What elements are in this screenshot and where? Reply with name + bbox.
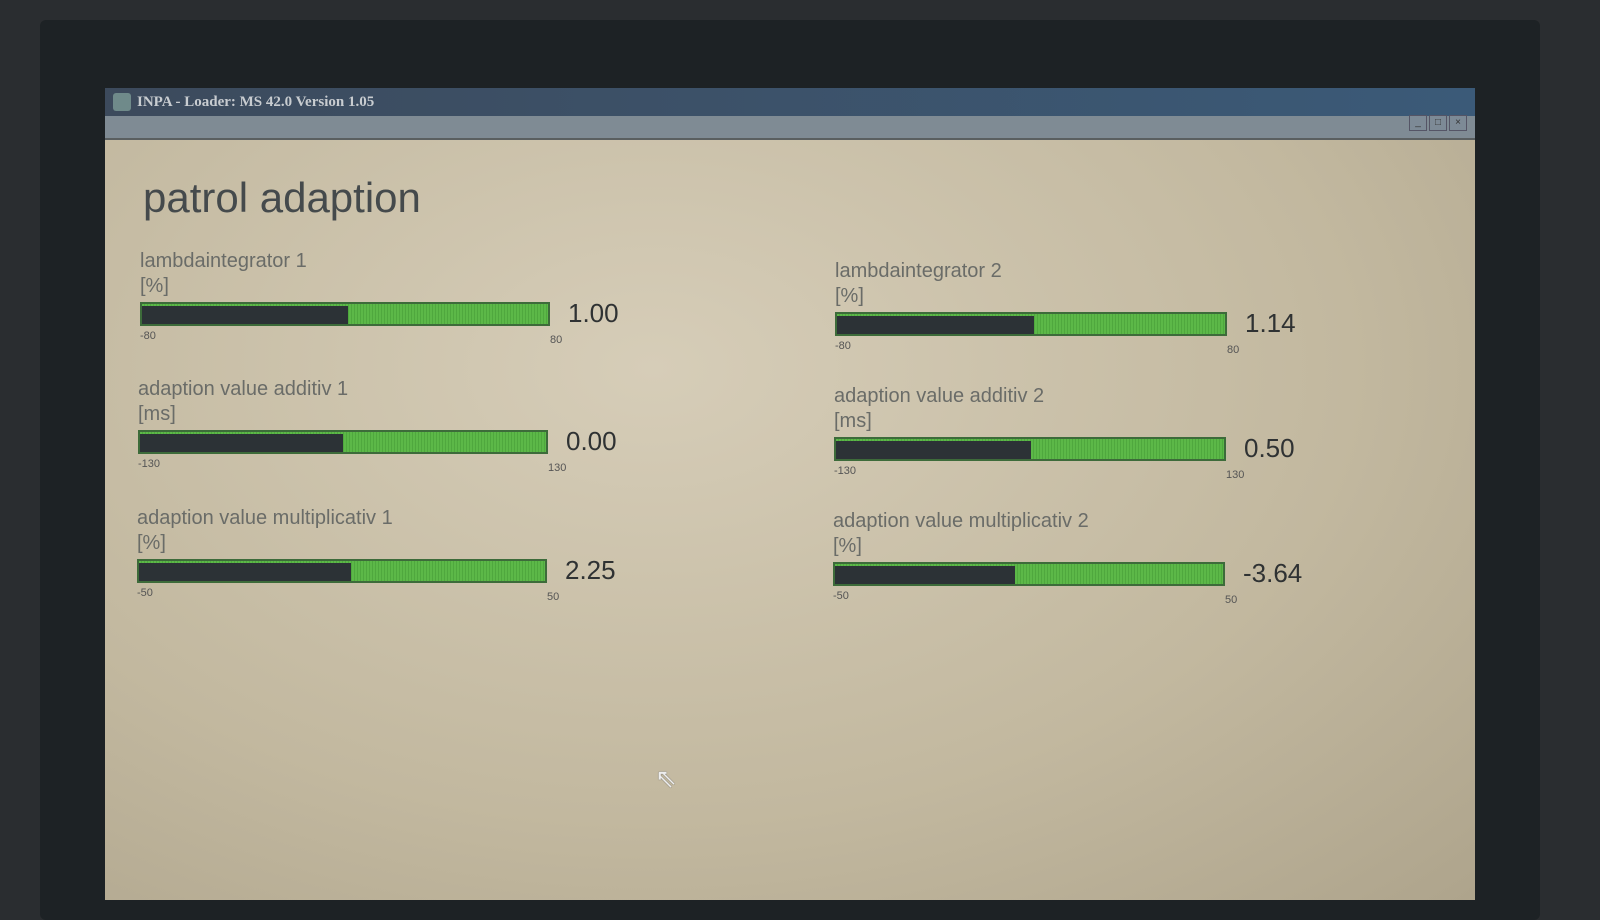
maximize-button[interactable]: □ [1429, 115, 1447, 131]
gauge-bar [140, 302, 550, 326]
gauge-label: adaption value multiplicativ 1 [137, 507, 393, 529]
gauge-max: 80 [1227, 344, 1240, 356]
gauge-min: -130 [834, 465, 857, 477]
window-controls: _ □ × [1409, 115, 1467, 131]
gauge-min: -80 [140, 330, 156, 342]
gauge-max: 80 [550, 334, 563, 346]
gauge-label: adaption value additiv 2 [834, 385, 1045, 407]
gauge-label: lambdaintegrator 2 [835, 260, 1002, 282]
title-bar: INPA - Loader: MS 42.0 Version 1.05 [105, 88, 1475, 116]
gauge-unit: [%] [833, 535, 862, 557]
gauge-label: adaption value additiv 1 [138, 378, 349, 400]
gauge-max: 130 [548, 462, 567, 474]
page-title: patrol adaption [143, 174, 421, 221]
gauge-bar [835, 312, 1227, 336]
gauge-max: 130 [1226, 469, 1245, 481]
gauge: adaption value additiv 1 [ms] 0.00 -130 … [138, 376, 658, 474]
window-title: INPA - Loader: MS 42.0 Version 1.05 [137, 94, 375, 110]
app-icon [113, 93, 131, 111]
gauge-bar [138, 430, 548, 454]
gauge: lambdaintegrator 2 [%] 1.14 -80 80 [835, 258, 1355, 356]
gauge-value: 0.00 [566, 426, 617, 456]
gauge-fill [836, 441, 1031, 459]
gauge: adaption value additiv 2 [ms] 0.50 -130 … [834, 383, 1354, 481]
mouse-cursor-icon: ⇖ [655, 763, 677, 793]
gauge-fill [142, 306, 348, 324]
gauge-bar [834, 437, 1226, 461]
gauge-min: -50 [137, 587, 153, 599]
gauge: lambdaintegrator 1 [%] 1.00 -80 80 [140, 248, 660, 346]
close-button[interactable]: × [1449, 115, 1467, 131]
gauge-label: lambdaintegrator 1 [140, 250, 307, 272]
gauge-value: 0.50 [1244, 433, 1295, 463]
gauge: adaption value multiplicativ 2 [%] -3.64… [833, 508, 1353, 606]
content-area: patrol adaption lambdaintegrator 1 [%] 1… [105, 138, 1475, 900]
gauge-value: -3.64 [1243, 558, 1303, 588]
gauge-fill [140, 434, 343, 452]
gauge-value: 2.25 [565, 555, 616, 585]
gauge-max: 50 [547, 591, 560, 603]
gauge-fill [139, 563, 352, 581]
gauge-min: -80 [835, 340, 851, 352]
gauge-value: 1.00 [568, 298, 619, 328]
inpa-window: INPA - Loader: MS 42.0 Version 1.05 _ □ … [105, 88, 1475, 900]
gauge-value: 1.14 [1245, 308, 1296, 338]
gauge-fill [835, 566, 1015, 584]
gauge-bar [137, 559, 547, 583]
gauge-max: 50 [1225, 594, 1238, 606]
gauge-fill [837, 316, 1034, 334]
gauge-unit: [%] [835, 285, 864, 307]
gauge: adaption value multiplicativ 1 [%] 2.25 … [137, 505, 657, 603]
menu-bar [105, 116, 1475, 138]
gauge-unit: [ms] [834, 410, 872, 432]
gauge-unit: [ms] [138, 403, 176, 425]
gauge-bar [833, 562, 1225, 586]
gauge-min: -130 [138, 458, 161, 470]
gauge-min: -50 [833, 590, 849, 602]
gauge-unit: [%] [137, 532, 166, 554]
gauge-unit: [%] [140, 275, 169, 297]
minimize-button[interactable]: _ [1409, 115, 1427, 131]
gauge-label: adaption value multiplicativ 2 [833, 510, 1089, 532]
